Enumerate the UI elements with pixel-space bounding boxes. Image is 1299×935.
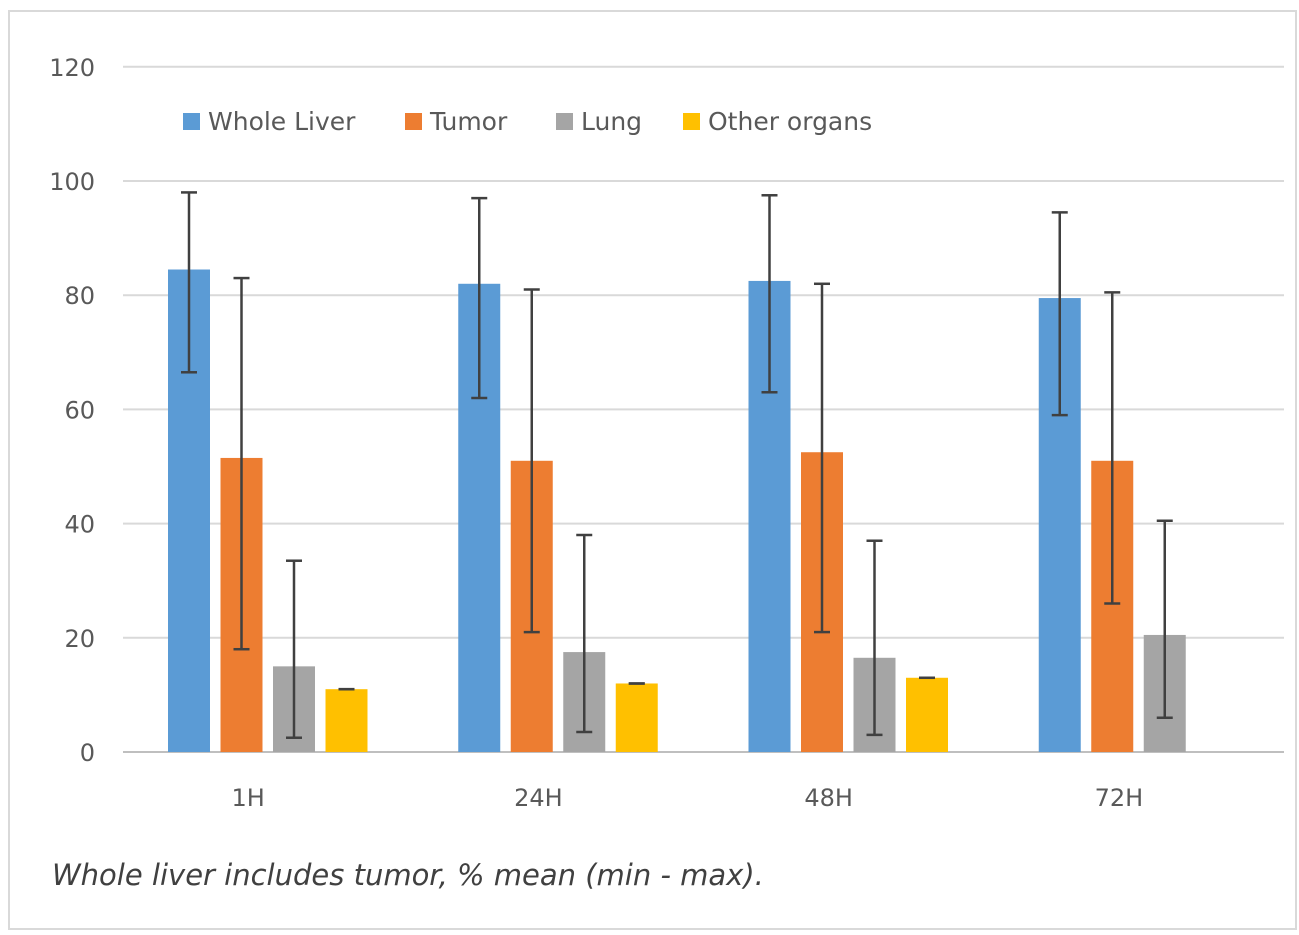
error-bar: [814, 282, 830, 634]
gridlines: [123, 65, 1284, 753]
bar-other-organs: [615, 683, 658, 752]
chart-caption: Whole liver includes tumor, % mean (min …: [52, 858, 764, 892]
legend-item: Other organs: [683, 107, 872, 136]
x-tick-label: 48H: [804, 784, 853, 812]
bar-other-organs: [906, 677, 948, 752]
y-tick-label: 20: [64, 625, 95, 653]
x-axis-ticks: 1H 24H 48H 72H: [231, 784, 1143, 812]
y-axis-ticks: 0 20 40 60 80 100 120: [49, 54, 95, 767]
error-bar: [181, 191, 197, 374]
error-bar: [233, 276, 250, 651]
error-bar: [576, 533, 593, 734]
error-bar: [523, 288, 540, 634]
y-tick-label: 80: [64, 282, 95, 310]
x-tick-label: 72H: [1095, 784, 1144, 812]
y-tick-label: 100: [49, 168, 95, 196]
error-bar: [1051, 211, 1068, 417]
legend-swatch: [183, 113, 200, 130]
legend-label: Lung: [581, 107, 642, 136]
y-tick-label: 40: [64, 511, 95, 539]
y-tick-label: 0: [80, 739, 95, 767]
legend-label: Tumor: [429, 107, 508, 136]
y-tick-label: 120: [49, 54, 95, 82]
error-bar: [1156, 519, 1173, 719]
legend-item: Tumor: [405, 107, 508, 136]
error-bar: [471, 196, 488, 400]
x-tick-label: 1H: [231, 784, 264, 812]
error-bar: [286, 559, 302, 739]
x-tick-label: 24H: [514, 784, 563, 812]
legend-swatch: [556, 113, 573, 130]
legend-item: Whole Liver: [183, 107, 356, 136]
error-bar: [866, 539, 883, 737]
legend-swatch: [683, 113, 700, 130]
legend-item: Lung: [556, 107, 642, 136]
y-tick-label: 60: [64, 396, 95, 424]
error-bar: [761, 194, 778, 394]
bars: [168, 269, 1186, 752]
legend: Whole Liver Tumor Lung Other organs: [183, 107, 872, 136]
legend-label: Whole Liver: [208, 107, 356, 136]
error-bar: [1104, 291, 1121, 605]
error-bars: [181, 191, 1173, 739]
bar-other-organs: [325, 689, 368, 752]
legend-label: Other organs: [708, 107, 872, 136]
legend-swatch: [405, 113, 422, 130]
